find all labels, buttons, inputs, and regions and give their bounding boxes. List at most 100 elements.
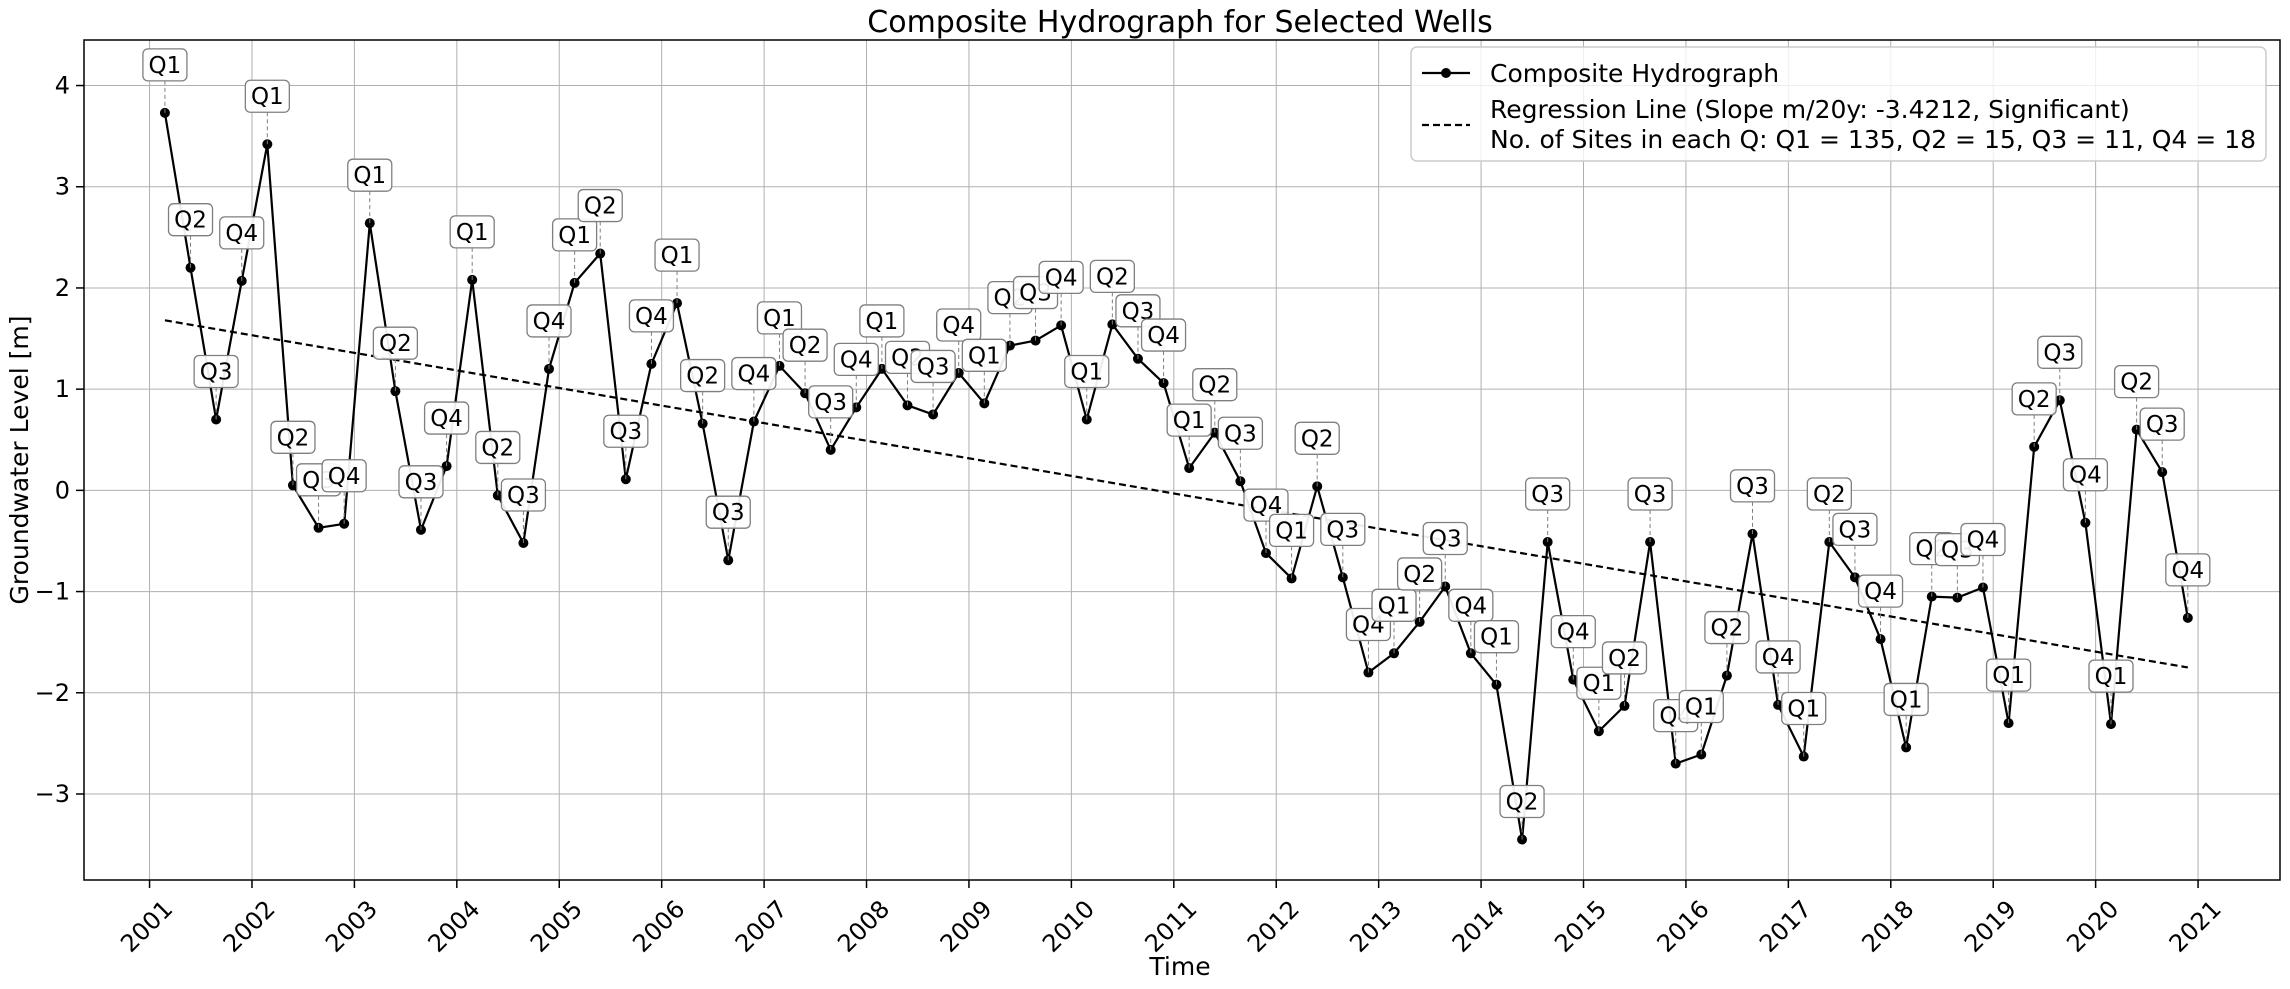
- quarter-label-box: [270, 420, 316, 454]
- quarter-label: Q4: [1864, 579, 1897, 605]
- quarter-label: Q2: [2120, 370, 2153, 396]
- quarter-label: Q4: [1557, 620, 1590, 646]
- quarter-label: Q3: [1736, 474, 1769, 500]
- y-tick-label: 3: [55, 173, 70, 201]
- quarter-label-box: [219, 216, 265, 250]
- quarter-label: Q1: [353, 163, 386, 189]
- quarter-label-box: [1396, 557, 1443, 591]
- quarter-label: Q1: [456, 220, 489, 246]
- quarter-label: Q2: [277, 425, 310, 451]
- quarter-label-box: [475, 430, 521, 465]
- quarter-label-box: [193, 354, 239, 389]
- quarter-label: Q3: [200, 360, 233, 386]
- quarter-label: Q4: [533, 309, 566, 335]
- quarter-label: Q2: [1403, 562, 1436, 588]
- legend-label-site-counts: No. of Sites in each Q: Q1 = 135, Q2 = 1…: [1490, 125, 2256, 154]
- y-axis-ticks: −3 −2 −1 0 1 2 3 4: [35, 72, 84, 808]
- quarter-label-box: [142, 48, 188, 82]
- quarter-label-box: [1038, 260, 1084, 295]
- regression-line: [164, 319, 2189, 669]
- quarter-label-box: [1883, 682, 1929, 717]
- quarter-label: Q4: [2171, 558, 2204, 584]
- y-tick-label: 2: [55, 274, 70, 302]
- quarter-label: Q1: [1378, 593, 1411, 619]
- quarter-label: Q3: [1531, 482, 1564, 508]
- quarter-label: Q2: [686, 364, 719, 390]
- quarter-label: Q2: [2018, 387, 2051, 413]
- quarter-label: Q1: [1173, 408, 1206, 434]
- quarter-label-box: [2113, 364, 2160, 399]
- quarter-label-box: [244, 79, 290, 113]
- quarter-label-box: [731, 356, 777, 391]
- quarter-label: Q1: [1992, 663, 2025, 689]
- quarter-label: Q4: [635, 304, 668, 330]
- quarter-label-box: [500, 478, 547, 512]
- quarter-label-box: [1806, 477, 1852, 511]
- quarter-label: Q2: [1198, 373, 1231, 399]
- quarter-label-box: [1832, 512, 1878, 547]
- quarter-label-box: [1550, 614, 1596, 649]
- quarter-label: Q3: [814, 390, 847, 416]
- quarter-label-box: [551, 218, 598, 252]
- quarter-label-box: [1729, 469, 1776, 503]
- quarter-label: Q2: [584, 194, 617, 220]
- y-tick-label: −2: [35, 679, 70, 707]
- quarter-label-box: [628, 299, 675, 333]
- quarter-label-box: [167, 203, 214, 237]
- quarter-label-box: [2062, 458, 2109, 492]
- quarter-label: Q2: [1813, 482, 1846, 508]
- quarter-label-box: [2011, 382, 2057, 416]
- quarter-label: Q2: [174, 208, 207, 234]
- legend: Composite Hydrograph Regression Line (Sl…: [1410, 46, 2267, 162]
- quarter-label: Q4: [840, 347, 873, 373]
- quarter-label-box: [1268, 513, 1315, 548]
- quarter-label: Q3: [1326, 517, 1359, 543]
- quarter-label: Q2: [1096, 264, 1129, 290]
- quarter-label-box: [347, 158, 393, 192]
- quarter-label-box: [1499, 784, 1545, 819]
- quarter-label-box: [936, 308, 982, 342]
- quarter-label-box: [398, 465, 444, 499]
- quarter-label-box: [1192, 368, 1238, 402]
- quarter-label: Q1: [968, 343, 1001, 369]
- quarter-label-box: [1243, 488, 1289, 522]
- quarter-label-box: [961, 338, 1007, 372]
- quarter-label-box: [1473, 620, 1520, 654]
- quarter-label-box: [2165, 553, 2211, 587]
- quarter-label: Q1: [558, 223, 591, 249]
- quarter-label-box: [321, 459, 367, 493]
- quarter-label: Q3: [405, 470, 438, 496]
- quarter-label: Q3: [609, 419, 642, 445]
- quarter-label: Q4: [942, 313, 975, 339]
- quarter-label: Q1: [1787, 697, 1820, 723]
- y-tick-label: −1: [35, 578, 70, 606]
- plot-frame: [83, 39, 2281, 881]
- quarter-label-box: [859, 304, 905, 338]
- quarter-label-box: [654, 238, 700, 272]
- quarter-label-box: [756, 301, 803, 335]
- quarter-label: Q4: [1045, 265, 1078, 291]
- quarter-label-box: [577, 188, 623, 223]
- quarter-labels: Q1 Q2 Q3 Q4 Q1 Q2 Q3 Q4 Q1 Q2 Q3 Q4 Q1 Q2 Q3 Q4 Q1 Q2 Q3 Q4…: [142, 48, 2211, 840]
- quarter-label: Q4: [737, 362, 770, 388]
- quarter-label: Q2: [379, 331, 412, 357]
- quarter-label-box: [1704, 610, 1750, 645]
- legend-label-hydrograph: Composite Hydrograph: [1490, 59, 1779, 88]
- quarter-label: Q1: [1070, 360, 1103, 386]
- quarter-label: Q1: [661, 243, 694, 269]
- quarter-label-box: [1781, 691, 1827, 726]
- y-tick-label: 1: [55, 375, 70, 403]
- chart-title: Composite Hydrograph for Selected Wells: [867, 5, 1492, 40]
- quarter-label-box: [423, 401, 470, 435]
- quarter-label-box: [1140, 318, 1187, 352]
- quarter-label: Q1: [1890, 687, 1923, 713]
- quarter-label: Q2: [1506, 790, 1539, 816]
- quarter-label-box: [1857, 574, 1904, 608]
- quarter-label: Q2: [481, 435, 514, 461]
- quarter-label: Q4: [328, 464, 361, 490]
- quarter-label: Q2: [1301, 426, 1334, 452]
- quarter-label: Q1: [1275, 518, 1308, 544]
- quarter-label: Q4: [1967, 528, 2000, 554]
- quarter-label: Q1: [763, 306, 796, 332]
